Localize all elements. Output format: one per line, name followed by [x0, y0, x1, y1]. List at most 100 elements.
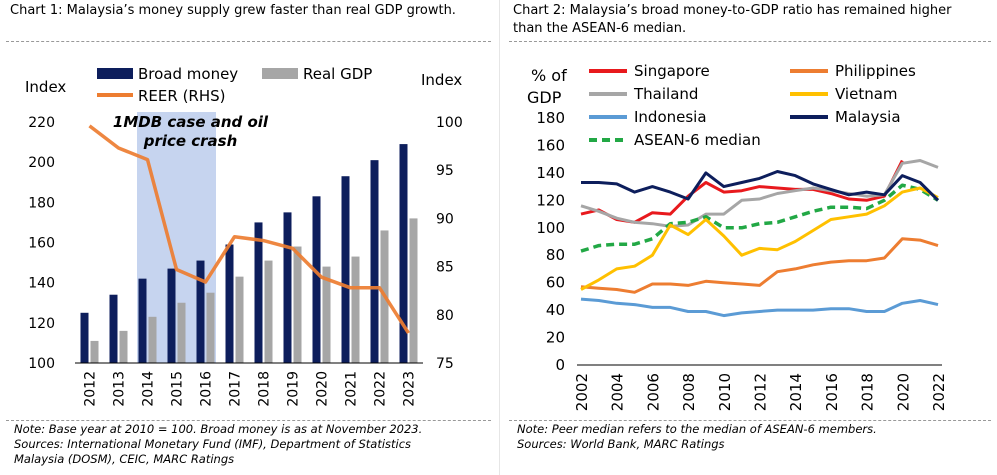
y2-tick-label: 75 — [436, 356, 454, 372]
x-tick-label: 2022 — [930, 373, 948, 411]
x-tick-label: 2020 — [894, 373, 912, 411]
legend-swatch-broad-money — [97, 68, 133, 79]
x-tick-label: 2016 — [823, 373, 841, 411]
y2-tick-label: 100 — [436, 115, 463, 131]
real-gdp-bar — [322, 266, 331, 363]
series-line-indonesia — [580, 297, 939, 318]
x-tick-label: 2023 — [402, 371, 418, 407]
y-tick-label: 160 — [28, 236, 55, 252]
chart-1-title-rule — [6, 41, 491, 42]
x-tick-label: 2013 — [112, 371, 128, 407]
y-axis-label: Index — [25, 78, 66, 96]
real-gdp-bar — [264, 260, 273, 363]
legend-label-vietnam: Vietnam — [835, 85, 898, 103]
x-tick-label: 2017 — [228, 371, 244, 407]
y2-tick-label: 95 — [436, 163, 454, 179]
y-tick-label: 0 — [555, 356, 565, 374]
chart-1-source-line: Sources: International Monetary Fund (IM… — [14, 437, 412, 451]
x-tick-label: 2018 — [859, 373, 877, 411]
chart-1-panel: Chart 1: Malaysia’s money supply grew fa… — [0, 0, 497, 475]
panel-divider — [499, 0, 500, 475]
y-tick-label: 80 — [546, 246, 565, 264]
chart-2-title-rule — [509, 41, 991, 42]
chart-2-title: Chart 2: Malaysia’s broad money-to-GDP r… — [513, 3, 952, 36]
chart-1-note: Note: Base year at 2010 = 100. Broad mon… — [14, 422, 484, 467]
x-tick-label: 2004 — [609, 373, 627, 411]
broad-money-bar — [283, 212, 292, 363]
real-gdp-bar — [206, 292, 215, 363]
y-tick-label: 40 — [546, 301, 565, 319]
y-tick-label: 180 — [28, 195, 55, 211]
real-gdp-bar — [148, 316, 157, 363]
x-tick-label: 2014 — [141, 371, 157, 407]
real-gdp-bar — [177, 302, 186, 363]
broad-money-bar — [196, 260, 205, 363]
y-tick-label: 120 — [536, 191, 565, 209]
x-tick-label: 2016 — [199, 371, 215, 407]
y-tick-label: 120 — [28, 316, 55, 332]
x-tick-label: 2010 — [716, 373, 734, 411]
x-tick-label: 2018 — [257, 371, 273, 407]
y-tick-label: 140 — [28, 276, 55, 292]
broad-money-bar — [399, 144, 408, 363]
chart-2-panel: Chart 2: Malaysia’s broad money-to-GDP r… — [503, 0, 997, 475]
real-gdp-bar — [90, 340, 99, 363]
chart-2-note: Note: Peer median refers to the median o… — [517, 422, 987, 452]
y2-tick-label: 85 — [436, 260, 454, 276]
broad-money-bar — [341, 176, 350, 363]
real-gdp-bar — [293, 246, 302, 363]
x-tick-label: 2002 — [573, 373, 591, 411]
y-tick-label: 220 — [28, 115, 55, 131]
series-line-singapore — [580, 159, 904, 224]
x-tick-label: 2008 — [680, 373, 698, 411]
y2-axis-label: Index — [421, 71, 462, 89]
real-gdp-bar — [409, 218, 418, 363]
x-tick-label: 2012 — [83, 371, 99, 407]
legend-label-real-gdp: Real GDP — [303, 65, 372, 83]
legend-label-singapore: Singapore — [634, 62, 710, 80]
x-tick-label: 2019 — [286, 371, 302, 407]
y2-tick-label: 80 — [436, 308, 454, 324]
series-line-malaysia — [581, 170, 940, 202]
x-tick-label: 2014 — [787, 373, 805, 411]
chart-1-source-line: Malaysia (DOSM), CEIC, MARC Ratings — [14, 452, 235, 466]
x-tick-label: 2012 — [752, 373, 770, 411]
legend-label-broad-money: Broad money — [138, 65, 238, 83]
y2-tick-label: 90 — [436, 211, 454, 227]
broad-money-bar — [80, 312, 89, 363]
annotation-label: price crash — [143, 132, 238, 150]
legend-label-indonesia: Indonesia — [634, 108, 707, 126]
series-line-asean-6-median — [580, 183, 939, 253]
y-tick-label: 160 — [536, 136, 565, 154]
series-line-philippines — [580, 237, 939, 294]
chart-1-note-rule — [6, 420, 491, 421]
y-tick-label: 140 — [536, 164, 565, 182]
legend-label-malaysia: Malaysia — [835, 108, 901, 126]
real-gdp-bar — [351, 256, 360, 363]
x-tick-label: 2021 — [344, 371, 360, 407]
legend-label-thailand: Thailand — [633, 85, 698, 103]
broad-money-bar — [167, 268, 176, 363]
y-axis-label: % of — [531, 66, 567, 85]
x-tick-label: 2006 — [644, 373, 662, 411]
y-tick-label: 180 — [536, 109, 565, 127]
legend-swatch-real-gdp — [262, 68, 298, 79]
x-tick-label: 2020 — [315, 371, 331, 407]
y-tick-label: 100 — [28, 356, 55, 372]
chart-2-plot: 0 20 40 60 80 100 120 140 160 180 2002 2004 2006 2008… — [527, 62, 948, 411]
broad-money-bar — [312, 196, 321, 363]
x-tick-label: 2015 — [170, 371, 186, 407]
chart-2-note-line: Note: Peer median refers to the median o… — [517, 422, 877, 436]
y-tick-label: 100 — [536, 219, 565, 237]
broad-money-bar — [254, 222, 263, 363]
x-tick-label: 2022 — [373, 371, 389, 407]
legend-label-reer: REER (RHS) — [138, 87, 226, 105]
chart-1-title: Chart 1: Malaysia’s money supply grew fa… — [10, 3, 456, 18]
annotation-label: 1MDB case and oil — [113, 113, 269, 131]
broad-money-bar — [109, 294, 118, 363]
y-tick-label: 20 — [546, 329, 565, 347]
broad-money-bar — [225, 244, 234, 363]
series-line-vietnam — [580, 186, 939, 291]
legend-label-philippines: Philippines — [835, 62, 916, 80]
